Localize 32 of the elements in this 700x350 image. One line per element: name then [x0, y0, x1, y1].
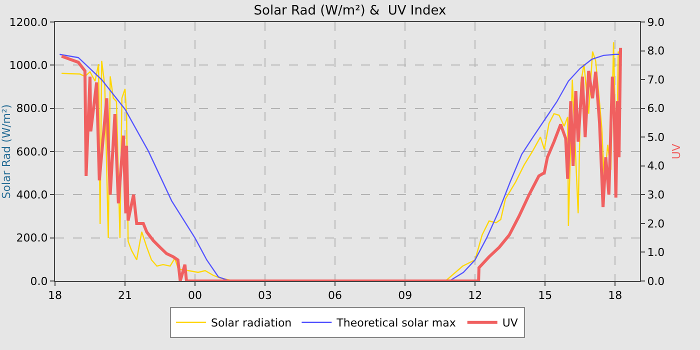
y-tick-label: 600.0 [16, 145, 48, 158]
x-tick-label: 12 [468, 289, 482, 302]
y-tick-label: 400.0 [16, 188, 48, 202]
x-tick-label: 09 [398, 289, 412, 302]
y-tick-label: 0.0 [30, 274, 48, 288]
y2-tick-label: 3.0 [647, 188, 665, 202]
legend-label: Theoretical solar max [336, 316, 456, 330]
y2-tick-label: 2.0 [647, 217, 665, 230]
y2-tick-label: 9.0 [647, 16, 665, 29]
y2-tick-label: 5.0 [647, 130, 665, 144]
y2-tick-label: 6.0 [647, 102, 665, 116]
y-axis-title: Solar Rad (W/m²) [0, 104, 13, 199]
x-tick-label: 06 [328, 289, 342, 302]
x-tick-label: 00 [188, 289, 202, 302]
legend-label: Solar radiation [211, 316, 292, 330]
legend-label: UV [502, 316, 518, 330]
y2-tick-label: 4.0 [647, 160, 665, 173]
y2-tick-label: 7.0 [647, 73, 665, 86]
y-tick-label: 200.0 [16, 232, 48, 245]
x-tick-label: 18 [48, 289, 62, 302]
y-tick-label: 1000.0 [9, 59, 48, 72]
x-tick-label: 03 [258, 289, 272, 302]
y2-tick-label: 1.0 [647, 246, 665, 260]
x-tick-label: 21 [118, 289, 132, 302]
y2-axis-title: UV [670, 143, 683, 160]
y2-tick-label: 8.0 [647, 44, 665, 58]
x-tick-label: 15 [538, 289, 552, 302]
y-tick-label: 800.0 [16, 102, 48, 116]
y2-tick-label: 0.0 [647, 274, 665, 288]
y-tick-label: 1200.0 [9, 16, 48, 29]
chart-title: Solar Rad (W/m²) & UV Index [254, 3, 447, 18]
x-tick-label: 18 [608, 289, 622, 302]
